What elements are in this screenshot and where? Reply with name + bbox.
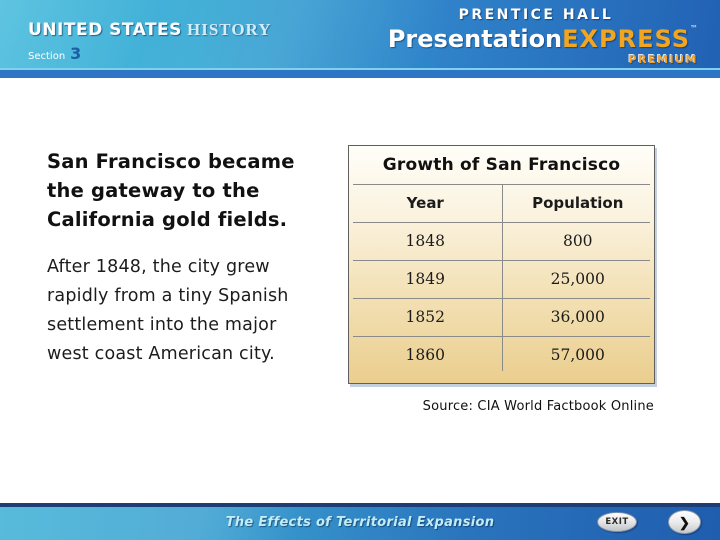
table-col-header-population: Population bbox=[532, 194, 624, 212]
us-history-logo: UNITED STATES HISTORY Section 3 bbox=[28, 21, 272, 62]
history-text: HISTORY bbox=[187, 20, 272, 39]
population-table: Growth of San Francisco Year Population … bbox=[348, 145, 655, 384]
prentice-hall-text: PRENTICE HALL bbox=[458, 7, 614, 23]
table-row: 1849 25,000 bbox=[349, 260, 654, 298]
presentation-express-wordmark: PresentationEXPRESS™ bbox=[387, 24, 698, 53]
next-chevron-icon: ❯ bbox=[679, 514, 690, 530]
next-button[interactable]: ❯ bbox=[668, 510, 701, 534]
presentation-express-logo: PRENTICE HALL PresentationEXPRESS™ PREMI… bbox=[388, 8, 698, 65]
trademark-symbol: ™ bbox=[690, 24, 698, 33]
exit-button-label: EXIT bbox=[605, 517, 629, 527]
section-number: 3 bbox=[70, 44, 82, 63]
table-title: Growth of San Francisco bbox=[382, 155, 621, 175]
table-cell-population: 57,000 bbox=[550, 346, 605, 364]
footer-top-line bbox=[0, 503, 720, 507]
section-indicator: Section 3 bbox=[28, 46, 272, 62]
table-cell-year: 1848 bbox=[405, 232, 445, 250]
table-cell-population: 800 bbox=[562, 232, 593, 250]
table-column-divider bbox=[501, 184, 503, 371]
express-text: EXPRESS bbox=[562, 25, 690, 53]
us-history-logo-title: UNITED STATES HISTORY bbox=[28, 21, 272, 39]
footer-lesson-title: The Effects of Territorial Expansion bbox=[225, 515, 495, 530]
table-cell-population: 25,000 bbox=[550, 270, 605, 288]
table-cell-year: 1860 bbox=[405, 346, 445, 364]
table-cell-population: 36,000 bbox=[550, 308, 605, 326]
united-states-text: UNITED STATES bbox=[28, 20, 182, 40]
exit-button[interactable]: EXIT bbox=[597, 512, 637, 532]
slide-heading: San Francisco became the gateway to the … bbox=[47, 150, 295, 231]
premium-text: PREMIUM bbox=[628, 53, 698, 66]
presentation-text: Presentation bbox=[387, 25, 563, 53]
table-col-header-year: Year bbox=[406, 194, 444, 212]
header-background: UNITED STATES HISTORY Section 3 PRENTICE … bbox=[0, 0, 720, 68]
header: UNITED STATES HISTORY Section 3 PRENTICE … bbox=[0, 0, 720, 78]
source-note: Source: CIA World Factbook Online bbox=[422, 399, 654, 414]
header-divider-band bbox=[0, 68, 720, 78]
table-cell-year: 1852 bbox=[405, 308, 445, 326]
section-label: Section bbox=[28, 51, 66, 62]
slide-paragraph: After 1848, the city grew rapidly from a… bbox=[47, 257, 289, 364]
table-cell-year: 1849 bbox=[405, 270, 445, 288]
